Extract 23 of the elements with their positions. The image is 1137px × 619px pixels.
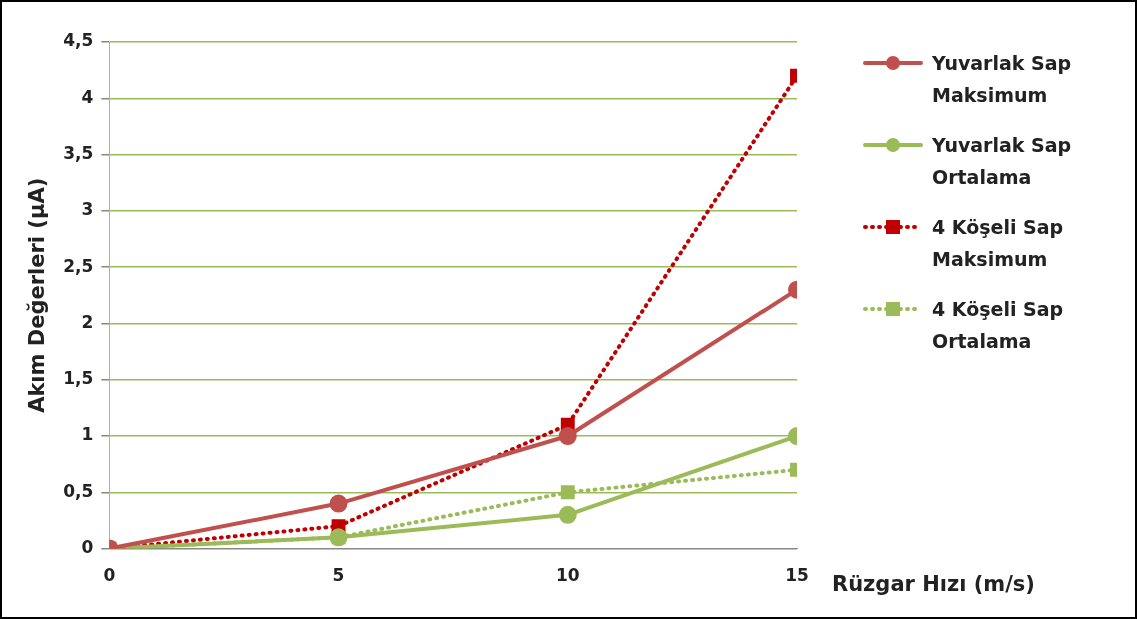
y-tick-label: 3 <box>81 199 94 220</box>
y-tick-label: 2,5 <box>63 255 94 276</box>
y-tick-label: 4,5 <box>63 30 94 51</box>
x-tick-label: 10 <box>555 565 580 586</box>
x-axis-title: Rüzgar Hızı (m/s) <box>832 572 1035 596</box>
y-axis-title: Akım Değerleri (µA) <box>25 177 50 413</box>
y-tick-label: 3,5 <box>63 143 94 163</box>
y-tick-label: 0 <box>81 537 94 558</box>
y-tick-label: 0,5 <box>63 480 94 501</box>
legend-label: 4 Köşeli Sap Ortalama <box>932 297 1065 354</box>
legend-label: Yuvarlak Sap Maksimum <box>932 51 1073 108</box>
x-tick-label: 15 <box>785 565 809 586</box>
point <box>558 505 577 524</box>
point <box>558 427 577 446</box>
y-tick-label: 2 <box>81 311 94 332</box>
x-tick-label: 5 <box>332 565 345 586</box>
legend-label: Yuvarlak Sap Ortalama <box>932 133 1073 190</box>
y-tick-label: 1 <box>81 424 94 445</box>
point <box>329 494 348 513</box>
x-tick-label: 0 <box>103 565 116 586</box>
y-tick-label: 1,5 <box>63 368 94 389</box>
legend-label: 4 Köşeli Sap Maksimum <box>932 215 1065 272</box>
y-tick-label: 4 <box>81 86 94 107</box>
